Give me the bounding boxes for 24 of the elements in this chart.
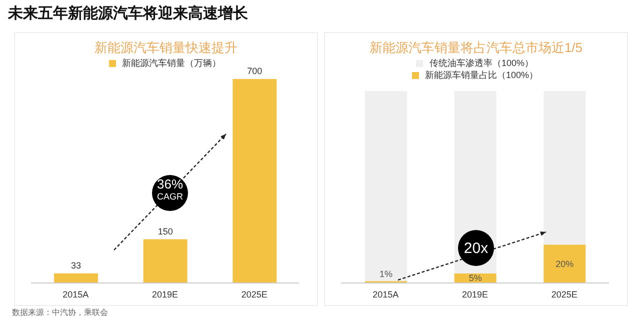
bar	[365, 91, 407, 282]
source-note: 数据来源：中汽协，乘联会	[12, 307, 108, 318]
data-label: 1%	[379, 269, 393, 280]
chart-title: 新能源汽车销量将占汽车总市场近1/5	[368, 39, 584, 57]
legend-label: 新能源汽车销量（万辆）	[122, 57, 221, 69]
bar	[544, 244, 586, 283]
data-label: 150	[158, 226, 173, 236]
data-label: 700	[247, 66, 262, 76]
x-tick-label: 2015A	[62, 289, 89, 300]
x-tick-label: 2025E	[241, 289, 268, 300]
bar	[544, 91, 586, 245]
annotation: 20x	[464, 240, 489, 257]
legend-label: 新能源车销量占比（100%）	[424, 69, 538, 81]
chart-title: 新能源汽车销量快速提升	[94, 39, 238, 57]
x-tick-label: 2019E	[462, 289, 488, 300]
data-label: 20%	[556, 258, 574, 269]
text: 未来五年新能源汽车将迎来高速增长	[8, 4, 249, 23]
x-tick-label: 2025E	[551, 289, 578, 300]
data-label: 33	[70, 260, 82, 270]
data-label: 5%	[468, 273, 482, 284]
x-tick-label: 2015A	[372, 289, 399, 300]
annotation: 36% CAGR	[156, 176, 184, 202]
x-tick-label: 2019E	[152, 289, 178, 300]
legend-label: 传统油车渗透率（100%）	[429, 57, 534, 69]
